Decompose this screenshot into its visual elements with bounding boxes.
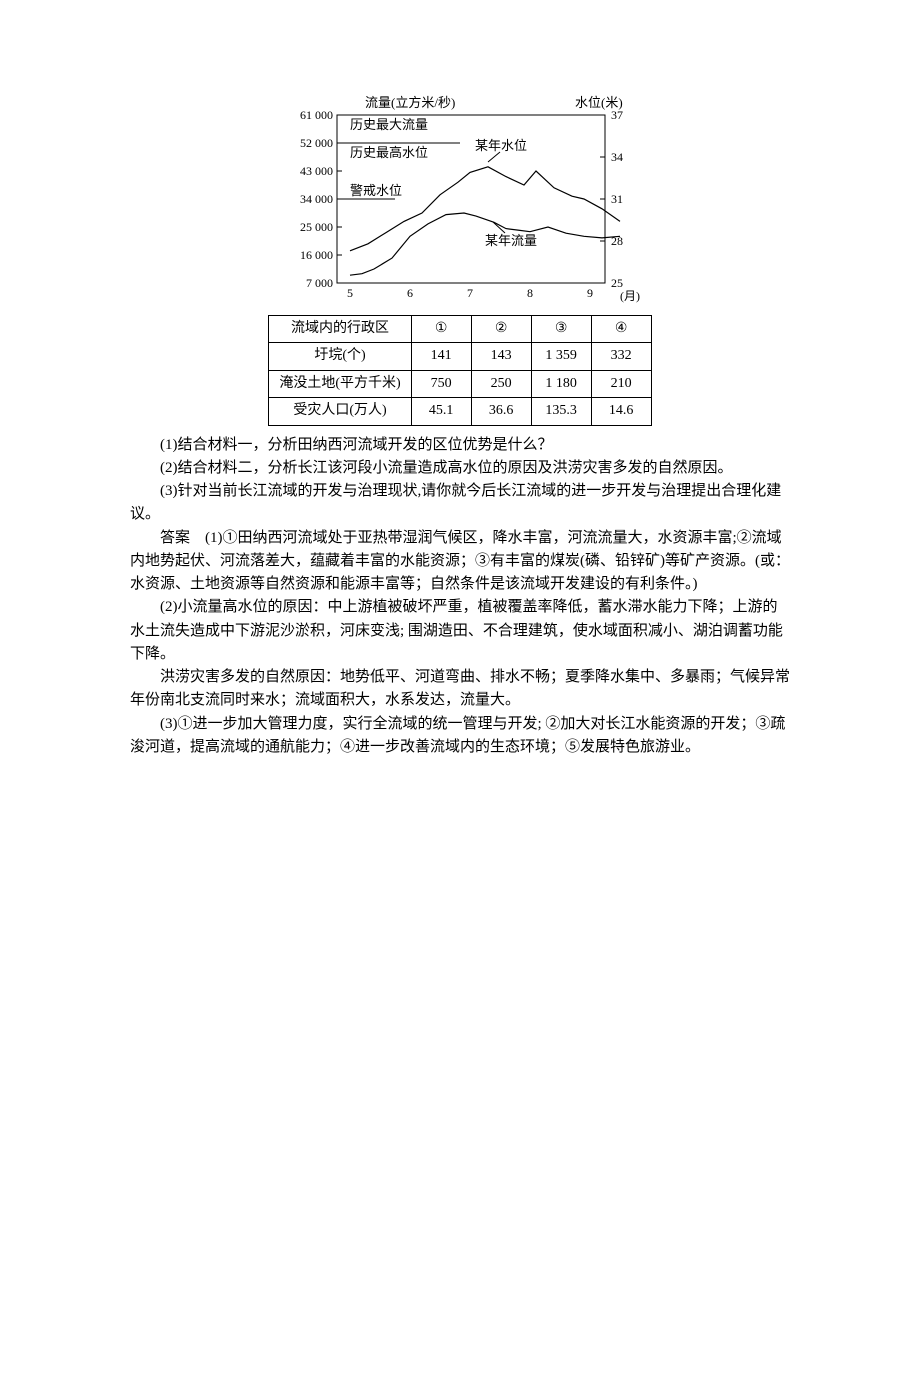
table-cell: 332 xyxy=(591,343,651,370)
svg-text:7 000: 7 000 xyxy=(306,276,333,290)
table-cell: 210 xyxy=(591,370,651,397)
svg-text:16 000: 16 000 xyxy=(300,248,333,262)
table-cell: 143 xyxy=(471,343,531,370)
svg-text:37: 37 xyxy=(611,108,623,122)
svg-text:52 000: 52 000 xyxy=(300,136,333,150)
svg-text:7: 7 xyxy=(467,286,473,300)
table-cell: 750 xyxy=(411,370,471,397)
answer-2-p2: 洪涝灾害多发的自然原因：地势低平、河道弯曲、排水不畅；夏季降水集中、多暴雨；气候… xyxy=(130,666,790,713)
row-label: 圩垸(个) xyxy=(269,343,411,370)
table-cell: 135.3 xyxy=(531,398,591,425)
chart-svg: 流量(立方米/秒) 水位(米) 61 000 52 000 43 000 34 … xyxy=(275,95,645,305)
disaster-data-table: 流域内的行政区 ① ② ③ ④ 圩垸(个) 141 143 1 359 332 … xyxy=(268,315,651,426)
table-row: 圩垸(个) 141 143 1 359 332 xyxy=(269,343,651,370)
table-cell: 250 xyxy=(471,370,531,397)
warn-level-label: 警戒水位 xyxy=(350,183,402,198)
svg-text:5: 5 xyxy=(347,286,353,300)
table-cell: 14.6 xyxy=(591,398,651,425)
svg-text:34: 34 xyxy=(611,150,623,164)
flow-level-chart: 流量(立方米/秒) 水位(米) 61 000 52 000 43 000 34 … xyxy=(275,95,645,305)
left-yticks: 61 000 52 000 43 000 34 000 25 000 16 00… xyxy=(300,108,342,290)
x-ticks: 5 6 7 8 9 (月) xyxy=(347,286,640,303)
max-flow-label: 历史最大流量 xyxy=(350,117,428,132)
table-row: 受灾人口(万人) 45.1 36.6 135.3 14.6 xyxy=(269,398,651,425)
table-cell: ④ xyxy=(591,316,651,343)
question-1: (1)结合材料一，分析田纳西河流域开发的区位优势是什么？ xyxy=(130,434,790,457)
svg-text:(月): (月) xyxy=(620,289,640,303)
table-cell: ① xyxy=(411,316,471,343)
text-content: (1)结合材料一，分析田纳西河流域开发的区位优势是什么？ (2)结合材料二，分析… xyxy=(0,434,920,760)
table-cell: 1 180 xyxy=(531,370,591,397)
table-cell: ② xyxy=(471,316,531,343)
table-cell: 141 xyxy=(411,343,471,370)
svg-text:31: 31 xyxy=(611,192,623,206)
svg-text:34 000: 34 000 xyxy=(300,192,333,206)
answer-1: 答案 (1)①田纳西河流域处于亚热带湿润气候区，降水丰富，河流流量大，水资源丰富… xyxy=(130,527,790,597)
svg-text:61 000: 61 000 xyxy=(300,108,333,122)
svg-text:8: 8 xyxy=(527,286,533,300)
left-axis-label: 流量(立方米/秒) xyxy=(365,95,455,110)
right-yticks: 37 34 31 28 25 xyxy=(600,108,623,290)
table-cell: ③ xyxy=(531,316,591,343)
answer-2-p1: (2)小流量高水位的原因：中上游植被破坏严重，植被覆盖率降低，蓄水滞水能力下降；… xyxy=(130,596,790,666)
svg-text:43 000: 43 000 xyxy=(300,164,333,178)
row-label: 流域内的行政区 xyxy=(269,316,411,343)
table-cell: 36.6 xyxy=(471,398,531,425)
question-2: (2)结合材料二，分析长江该河段小流量造成高水位的原因及洪涝灾害多发的自然原因。 xyxy=(130,457,790,480)
year-level-label: 某年水位 xyxy=(475,138,527,153)
table-row: 流域内的行政区 ① ② ③ ④ xyxy=(269,316,651,343)
svg-text:6: 6 xyxy=(407,286,413,300)
answer-3: (3)①进一步加大管理力度，实行全流域的统一管理与开发; ②加大对长江水能资源的… xyxy=(130,713,790,760)
year-flow-label: 某年流量 xyxy=(485,233,537,248)
table-cell: 45.1 xyxy=(411,398,471,425)
svg-text:25 000: 25 000 xyxy=(300,220,333,234)
row-label: 淹没土地(平方千米) xyxy=(269,370,411,397)
row-label: 受灾人口(万人) xyxy=(269,398,411,425)
question-3: (3)针对当前长江流域的开发与治理现状,请你就今后长江流域的进一步开发与治理提出… xyxy=(130,480,790,527)
svg-text:9: 9 xyxy=(587,286,593,300)
svg-text:25: 25 xyxy=(611,276,623,290)
table-row: 淹没土地(平方千米) 750 250 1 180 210 xyxy=(269,370,651,397)
max-level-label: 历史最高水位 xyxy=(350,145,428,160)
table-cell: 1 359 xyxy=(531,343,591,370)
